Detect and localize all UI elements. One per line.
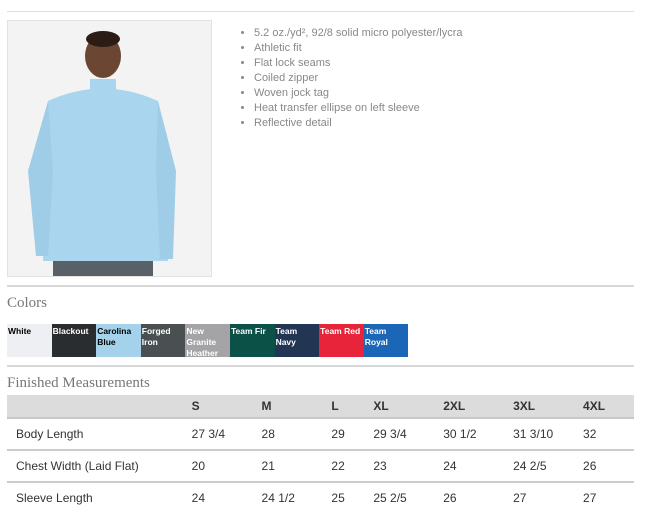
measurement-cell: 20: [190, 450, 261, 483]
product-photo: [7, 20, 212, 277]
row-label: Body Length: [7, 418, 191, 451]
measurement-cell: 32: [582, 418, 634, 451]
color-swatch[interactable]: Team Fir: [229, 324, 275, 357]
size-header: 4XL: [582, 395, 634, 419]
size-header: M: [260, 395, 331, 419]
measurement-cell: 23: [372, 450, 443, 483]
table-header-row: S M L XL 2XL 3XL 4XL: [7, 395, 634, 419]
measurement-cell: 24: [191, 491, 206, 505]
feature-item: Coiled zipper: [254, 71, 462, 86]
size-header: 2XL: [442, 395, 513, 419]
row-label: Sleeve Length: [16, 491, 93, 505]
feature-item: 5.2 oz./yd², 92/8 solid micro polyester/…: [254, 26, 462, 41]
feature-item: Woven jock tag: [254, 86, 462, 101]
feature-item: Flat lock seams: [254, 56, 462, 71]
measurement-cell: 27 3/4: [190, 418, 261, 451]
color-swatch[interactable]: White: [7, 324, 52, 357]
measurement-cell: 24 1/2: [261, 491, 295, 505]
measurement-cell: 25: [331, 491, 345, 505]
measurement-cell: 30 1/2: [442, 418, 513, 451]
measurement-cell: 31 3/10: [512, 418, 583, 451]
divider: [7, 285, 634, 287]
divider: [7, 365, 634, 367]
size-header: L: [330, 395, 373, 419]
measurement-cell: 29 3/4: [372, 418, 443, 451]
measurement-cell: 29: [330, 418, 373, 451]
measurement-cell: 24 2/5: [512, 450, 583, 483]
measurement-cell: 24: [442, 450, 513, 483]
color-swatches: White Blackout Carolina Blue Forged Iron New…: [7, 324, 409, 357]
color-swatch[interactable]: Forged Iron: [140, 324, 186, 357]
measurement-cell: 26: [582, 450, 634, 483]
table-row: Chest Width (Laid Flat) 20 21 22 23 24 24 2/5 2…: [7, 450, 634, 483]
size-header: XL: [372, 395, 443, 419]
table-row: Body Length 27 3/4 28 29 29 3/4 30 1/2 31 3/10…: [7, 418, 634, 451]
top-divider: [7, 11, 634, 12]
feature-item: Athletic fit: [254, 41, 462, 56]
measurements-heading: Finished Measurements: [7, 375, 150, 391]
colors-heading: Colors: [7, 295, 48, 311]
color-swatch[interactable]: Carolina Blue: [96, 324, 141, 357]
color-swatch[interactable]: New Granite Heather: [185, 324, 230, 357]
measurement-cell: 27: [513, 491, 527, 505]
measurement-cell: 22: [330, 450, 373, 483]
color-swatch[interactable]: Team Red: [319, 324, 364, 357]
measurement-cell: 25 2/5: [373, 491, 407, 505]
measurement-cell: 28: [260, 418, 331, 451]
size-header: 3XL: [512, 395, 583, 419]
table-row: Sleeve Length 24 24 1/2 25 25 2/5 26 27 27: [7, 482, 634, 513]
measurement-cell: 27: [583, 491, 597, 505]
measurement-cell: 26: [443, 491, 457, 505]
feature-list: 5.2 oz./yd², 92/8 solid micro polyester/…: [242, 26, 462, 131]
color-swatch[interactable]: Blackout: [51, 324, 97, 357]
feature-item: Heat transfer ellipse on left sleeve: [254, 101, 462, 116]
measurement-cell: 21: [260, 450, 331, 483]
feature-item: Reflective detail: [254, 116, 462, 131]
row-label: Chest Width (Laid Flat): [7, 450, 191, 483]
color-swatch[interactable]: Team Navy: [274, 324, 320, 357]
color-swatch[interactable]: Team Royal: [363, 324, 409, 357]
measurements-table: S M L XL 2XL 3XL 4XL Body Length 27 3/4 28 29 29 3…: [7, 395, 634, 513]
size-header: S: [190, 395, 261, 419]
